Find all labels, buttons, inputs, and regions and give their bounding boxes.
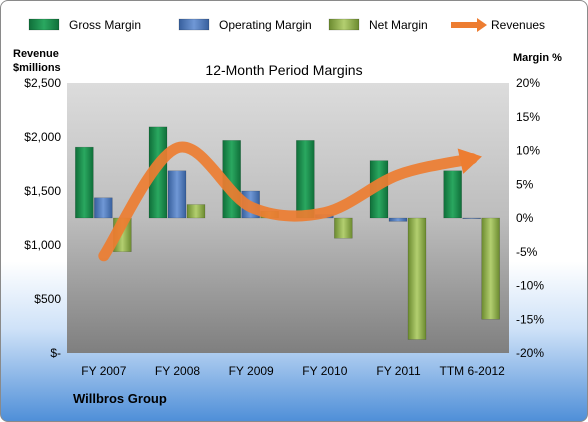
left-tick-label: $1,500 (24, 184, 61, 198)
category-label: FY 2010 (302, 364, 347, 378)
right-tick-label: 20% (516, 76, 540, 90)
bar-net-margin (407, 217, 427, 340)
right-tick-label: -20% (516, 346, 544, 360)
category-label: FY 2007 (81, 364, 126, 378)
legend-label: Operating Margin (219, 18, 312, 32)
bar-operating-margin (94, 197, 113, 219)
right-tick-label: 0% (516, 211, 534, 225)
revenues-arrowhead (457, 148, 482, 174)
right-tick-label: 5% (516, 177, 534, 191)
left-tick-label: $- (50, 346, 61, 360)
category-label: FY 2009 (229, 364, 274, 378)
bar-operating-margin (167, 170, 187, 219)
right-tick-label: 15% (516, 110, 540, 124)
legend-label: Gross Margin (69, 18, 141, 32)
bar-operating-margin (462, 217, 481, 219)
left-axis-title-line2: $millions (13, 62, 61, 74)
left-tick-label: $2,500 (24, 76, 61, 90)
bar-operating-margin (388, 217, 408, 222)
bar-net-margin (481, 217, 500, 320)
bar-gross-margin (443, 170, 462, 219)
left-tick-label: $2,000 (24, 130, 61, 144)
bar-net-margin (334, 217, 353, 239)
bar-gross-margin (75, 146, 94, 219)
bar-gross-margin (296, 140, 315, 219)
legend-swatch-gross-margin (28, 18, 60, 31)
legend-arrow-icon (477, 18, 487, 32)
left-tick-label: $500 (34, 292, 61, 306)
revenues-line (98, 141, 478, 262)
company-label: Willbros Group (73, 391, 167, 406)
category-label: FY 2011 (376, 364, 421, 378)
right-tick-label: -5% (516, 245, 538, 259)
right-tick-label: 10% (516, 144, 540, 158)
right-tick-label: -15% (516, 312, 544, 326)
category-label: FY 2008 (155, 364, 200, 378)
left-axis-title-line1: Revenue (13, 48, 59, 60)
legend-label: Net Margin (369, 18, 428, 32)
right-tick-label: -10% (516, 279, 544, 293)
legend-swatch-operating-margin (178, 18, 210, 31)
bar-net-margin (186, 204, 206, 219)
right-axis-title: Margin % (513, 52, 562, 64)
category-label: TTM 6-2012 (439, 364, 505, 378)
legend-swatch-net-margin (328, 18, 360, 31)
legend-label: Revenues (491, 18, 545, 32)
chart-title: 12-Month Period Margins (205, 62, 362, 78)
left-tick-label: $1,000 (24, 238, 61, 252)
